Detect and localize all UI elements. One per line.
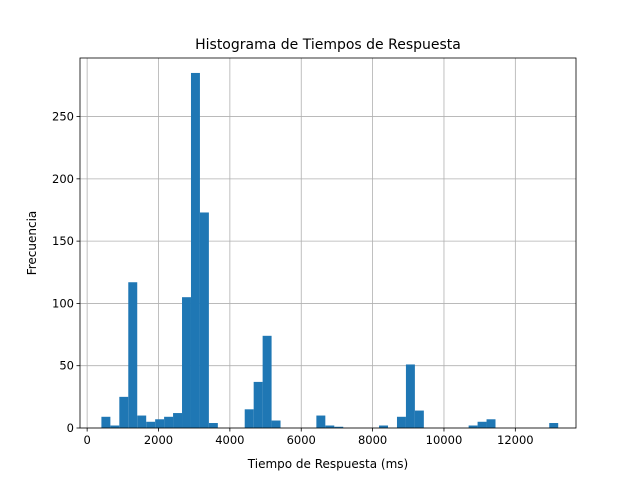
histogram-bars [101,72,559,428]
histogram-bar [396,416,406,428]
plot-area: 0 2000 4000 6000 8000 10000 12000 0 50 100 150 200 2… [52,57,577,447]
x-tick-label: 0 [83,433,90,447]
y-tick-label: 100 [52,296,74,310]
histogram-bar [244,409,254,428]
x-axis-label: Tiempo de Respuesta (ms) [247,457,408,471]
histogram-bar [262,335,272,428]
histogram-bar [208,423,218,428]
plot-frame [79,57,577,429]
histogram-bar [164,416,174,428]
histogram-bar [199,212,209,428]
chart-title: Histograma de Tiempos de Respuesta [195,37,461,53]
histogram-bar [379,425,389,428]
histogram-bar [119,396,129,428]
y-tick-label: 150 [52,234,74,248]
x-tick-label: 2000 [144,433,173,447]
histogram-bar [414,410,424,428]
y-tick-label: 0 [67,421,74,435]
histogram-bar [549,423,559,428]
histogram-bar [468,425,478,428]
histogram-bar [325,425,335,428]
histogram-bar [173,413,183,428]
y-tick-label: 250 [52,110,74,124]
histogram-bar [128,282,138,428]
histogram-bar [190,72,200,428]
histogram-bar [110,425,120,428]
histogram-bar [477,421,487,428]
plot-background [80,58,576,428]
x-tick-label: 12000 [497,433,534,447]
y-tick-label: 200 [52,172,74,186]
axis-ticks: 0 2000 4000 6000 8000 10000 12000 0 50 100 150 200 2… [52,110,534,447]
histogram-bar [405,364,415,428]
histogram-bar [271,420,281,428]
y-tick-label: 50 [59,359,74,373]
histogram-bar [155,419,165,428]
histogram-bar [334,426,344,428]
histogram-bar [486,419,496,428]
x-tick-label: 10000 [426,433,463,447]
y-axis-label: Frecuencia [25,211,39,276]
x-tick-label: 4000 [215,433,244,447]
histogram-bar [137,415,147,428]
x-tick-label: 6000 [287,433,316,447]
histogram-bar [182,297,191,428]
histogram-bar [146,421,156,428]
histogram-bar [253,381,263,428]
histogram-bar [101,416,111,428]
histogram-bar [316,415,326,428]
x-tick-label: 8000 [358,433,387,447]
